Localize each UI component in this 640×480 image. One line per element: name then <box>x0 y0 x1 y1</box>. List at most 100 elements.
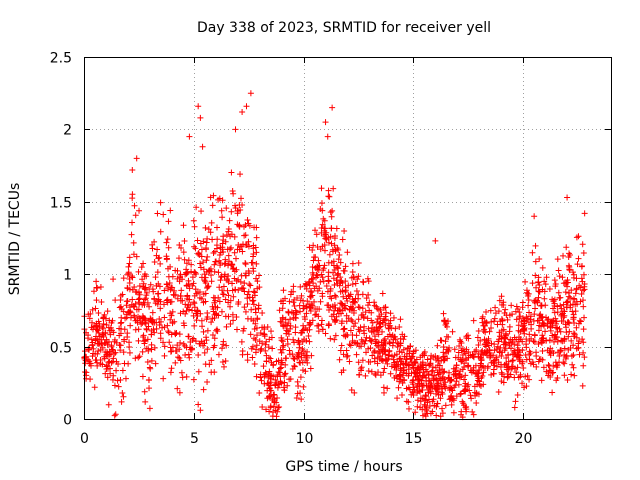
data-point-296 <box>475 341 482 348</box>
data-point-723 <box>418 377 425 384</box>
data-point-1875 <box>309 317 316 324</box>
data-point-268 <box>291 302 298 309</box>
data-point-2545 <box>459 366 466 373</box>
data-point-1474 <box>220 283 227 290</box>
data-point-2312 <box>552 333 559 340</box>
data-point-1897 <box>86 315 93 322</box>
data-point-1403 <box>154 269 161 276</box>
data-point-2566 <box>381 365 388 372</box>
data-point-1119 <box>178 369 185 376</box>
data-point-730 <box>211 335 218 342</box>
data-point-2501 <box>425 371 432 378</box>
data-point-2591 <box>174 385 181 392</box>
data-point-113 <box>238 195 245 202</box>
data-point-1464 <box>112 349 119 356</box>
data-point-1913 <box>93 278 100 285</box>
data-point-896 <box>368 317 375 324</box>
data-point-785 <box>353 351 360 358</box>
data-point-1854 <box>183 260 190 267</box>
data-point-2009 <box>435 358 442 365</box>
data-point-811 <box>469 408 476 415</box>
data-point-2362 <box>301 282 308 289</box>
data-point-2237 <box>314 272 321 279</box>
data-point-39 <box>130 239 137 246</box>
data-point-1775 <box>392 325 399 332</box>
data-point-717 <box>151 259 158 266</box>
data-point-2250 <box>453 362 460 369</box>
data-point-788 <box>571 296 578 303</box>
data-point-951 <box>439 405 446 412</box>
data-point-1590 <box>219 345 226 352</box>
data-point-1186 <box>193 204 200 211</box>
data-point-1818 <box>186 354 193 361</box>
data-point-2222 <box>321 242 328 249</box>
data-point-1261 <box>126 254 133 261</box>
data-point-1031 <box>379 290 386 297</box>
data-point-603 <box>338 342 345 349</box>
data-point-1902 <box>279 305 286 312</box>
data-point-1739 <box>253 342 260 349</box>
data-point-970 <box>553 377 560 384</box>
data-point-944 <box>180 249 187 256</box>
data-point-2054 <box>335 265 342 272</box>
data-point-1249 <box>90 345 97 352</box>
data-point-2593 <box>309 302 316 309</box>
data-point-2136 <box>569 361 576 368</box>
data-point-2606 <box>232 126 239 133</box>
data-point-515 <box>346 341 353 348</box>
data-point-2539 <box>189 282 196 289</box>
data-point-2153 <box>111 350 118 357</box>
data-point-1402 <box>309 269 316 276</box>
data-point-2288 <box>561 337 568 344</box>
data-point-1213 <box>191 322 198 329</box>
data-point-2403 <box>294 390 301 397</box>
data-point-232 <box>166 280 173 287</box>
data-point-1550 <box>340 293 347 300</box>
data-point-363 <box>274 394 281 401</box>
data-point-1089 <box>211 268 218 275</box>
data-point-738 <box>248 259 255 266</box>
data-point-2104 <box>579 297 586 304</box>
data-point-2078 <box>531 311 538 318</box>
data-point-2026 <box>275 368 282 375</box>
data-point-233 <box>314 287 321 294</box>
data-point-2017 <box>580 349 587 356</box>
data-point-1858 <box>553 362 560 369</box>
data-point-2603 <box>195 103 202 110</box>
data-point-748 <box>165 244 172 251</box>
data-point-1236 <box>519 304 526 311</box>
data-point-727 <box>568 337 575 344</box>
data-point-164 <box>470 354 477 361</box>
data-point-1670 <box>211 369 218 376</box>
data-point-1530 <box>181 322 188 329</box>
data-point-1851 <box>388 363 395 370</box>
data-point-400 <box>322 330 329 337</box>
data-point-2302 <box>319 207 326 214</box>
data-point-2067 <box>165 273 172 280</box>
data-point-2473 <box>380 384 387 391</box>
data-point-1984 <box>125 269 132 276</box>
data-point-2572 <box>498 301 505 308</box>
data-point-231 <box>420 382 427 389</box>
data-point-2194 <box>432 356 439 363</box>
data-point-2005 <box>129 191 136 198</box>
data-point-1918 <box>168 284 175 291</box>
data-point-333 <box>144 336 151 343</box>
data-point-2574 <box>578 290 585 297</box>
data-point-1707 <box>340 351 347 358</box>
data-point-2563 <box>279 359 286 366</box>
data-point-2301 <box>323 236 330 243</box>
data-point-1966 <box>441 356 448 363</box>
data-point-1726 <box>263 358 270 365</box>
data-point-2038 <box>327 209 334 216</box>
data-point-2413 <box>535 294 542 301</box>
data-point-2441 <box>509 336 516 343</box>
data-point-1736 <box>533 284 540 291</box>
data-point-2592 <box>115 383 122 390</box>
data-point-2100 <box>269 397 276 404</box>
data-point-1241 <box>282 316 289 323</box>
data-point-1894 <box>474 373 481 380</box>
data-point-786 <box>403 361 410 368</box>
data-point-1259 <box>359 305 366 312</box>
